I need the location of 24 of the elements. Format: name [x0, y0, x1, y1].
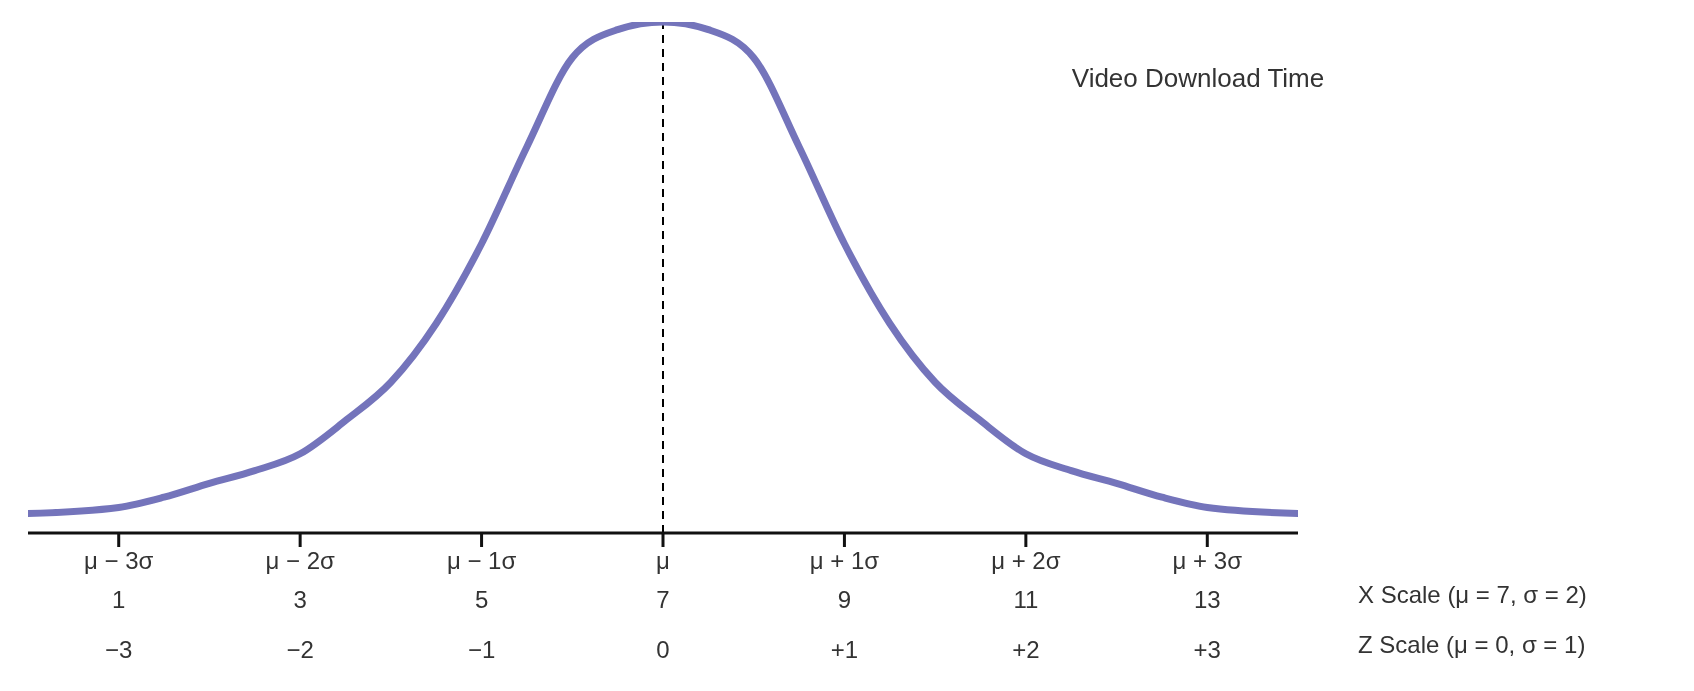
x-tick-label: 7: [656, 586, 670, 614]
x-tick-label: 13: [1193, 586, 1221, 614]
x-tick-label: 9: [837, 586, 852, 614]
text: μ + 1σ: [809, 547, 880, 574]
x-tick-label: 5: [474, 586, 489, 614]
text: μ + 2σ: [991, 547, 1061, 574]
x2-tick-label: 0: [656, 636, 670, 664]
x2-tick-label: −1: [467, 636, 496, 664]
text: μ: [656, 547, 670, 574]
x2-tick-label: +2: [1012, 636, 1040, 664]
x2-tick-label: −2: [286, 636, 314, 664]
text: μ + 3σ: [1172, 547, 1243, 574]
x2-tick-label: +1: [830, 636, 859, 664]
text: μ − 1σ: [446, 547, 517, 574]
x-tick-label: 11: [1013, 586, 1039, 614]
x-axis-title: X Scale (μ = 7, σ = 2): [1358, 581, 1587, 608]
x-tick-label: 3: [293, 586, 307, 614]
text: μ − 2σ: [265, 547, 335, 574]
x2-axis-title: Z Scale (μ = 0, σ = 1): [1358, 631, 1586, 658]
x-tick-label: 1: [112, 586, 126, 614]
x2-tick-label: −3: [105, 636, 133, 664]
text: Video Download Time: [1070, 63, 1326, 94]
text: μ − 3σ: [84, 547, 154, 574]
x2-tick-label: +3: [1193, 636, 1221, 664]
